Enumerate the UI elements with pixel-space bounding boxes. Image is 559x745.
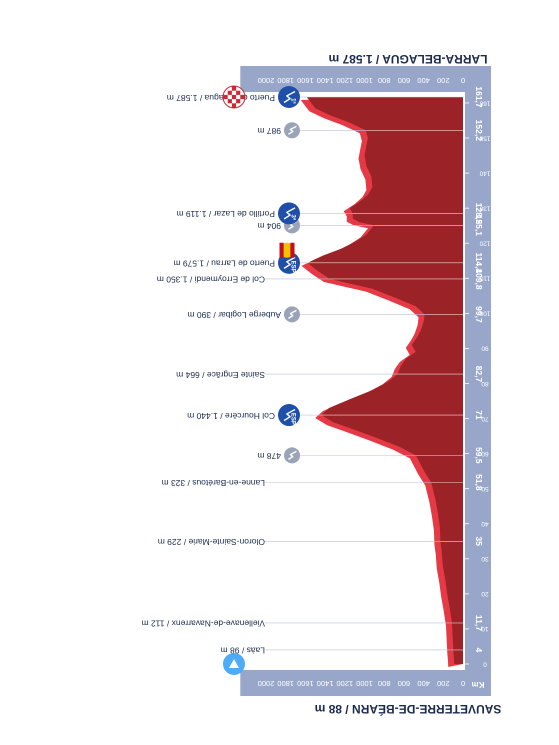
altitude-tick-label: 2000 bbox=[258, 679, 275, 688]
altitude-tick-label: 0 bbox=[461, 76, 465, 85]
marker-place-label: Lanne-en-Barétous / 323 m bbox=[162, 478, 265, 488]
km-tick-label: 90 bbox=[481, 345, 489, 352]
marker-place-label: Auberge Logibar / 390 m bbox=[187, 310, 281, 320]
intermediate-point-icon bbox=[284, 447, 300, 464]
marker-km-label: 35 bbox=[474, 537, 484, 547]
climb-category-icon: 3ª bbox=[278, 202, 300, 225]
altitude-tick-label: 1200 bbox=[336, 679, 353, 688]
km-tick-label: 70 bbox=[481, 415, 489, 422]
marker-place-label: Col Hourcère / 1.440 m bbox=[187, 411, 275, 421]
km-tick-label: 20 bbox=[481, 590, 489, 597]
intermediate-point-icon bbox=[284, 306, 300, 323]
marker-km-label: 99,7 bbox=[474, 306, 484, 323]
altitude-tick-label: 1000 bbox=[356, 76, 373, 85]
km-tick-label: 60 bbox=[481, 450, 489, 457]
km-tick-label: 40 bbox=[481, 520, 489, 527]
marker-place-label: Oloron-Sainte-Marie / 229 m bbox=[158, 537, 265, 547]
altitude-tick-label: 200 bbox=[437, 76, 450, 85]
altitude-tick-label: 1600 bbox=[297, 679, 314, 688]
altitude-tick-label: 1600 bbox=[297, 76, 314, 85]
marker-place-label: Sainte Engrâce / 664 m bbox=[176, 370, 265, 380]
finish-flag-icon bbox=[222, 85, 246, 109]
altitude-tick-label: 1800 bbox=[277, 76, 294, 85]
km-tick-label: 10 bbox=[481, 625, 489, 632]
start-icon bbox=[223, 653, 245, 675]
marker-place-label: Laàs / 98 m bbox=[221, 646, 265, 656]
km-tick-label: 110 bbox=[479, 275, 490, 282]
marker-lines bbox=[265, 96, 463, 651]
altitude-tick-label: 2000 bbox=[258, 76, 275, 85]
climb-category-label: 1ª bbox=[289, 98, 296, 104]
elevation-profile bbox=[300, 97, 463, 667]
finish-title: LARRA-BELAGUA / 1.587 m bbox=[329, 52, 488, 66]
km-tick-label: 50 bbox=[481, 485, 489, 492]
altitude-tick-label: 1000 bbox=[356, 679, 373, 688]
km-axis: 0 10 20 30 40 50 60 70 80 90 100 110 120 130 140 150 160… bbox=[465, 99, 490, 689]
climb-category-label: ESP bbox=[289, 261, 295, 273]
marker-km-label: 152,2 bbox=[474, 120, 484, 142]
altitude-tick-label: 0 bbox=[461, 679, 465, 688]
altitude-tick-label: 1200 bbox=[336, 76, 353, 85]
border-flag-icon bbox=[279, 242, 295, 258]
km-axis-label: Km bbox=[472, 680, 485, 689]
marker-km-label: 51,8 bbox=[474, 474, 484, 491]
profile-area bbox=[306, 97, 463, 664]
altitude-tick-label: 600 bbox=[398, 679, 411, 688]
marker-place-label: 904 m bbox=[257, 221, 281, 231]
altitude-tick-label: 800 bbox=[378, 679, 391, 688]
km-tick-label: 80 bbox=[481, 380, 489, 387]
marker-icons: ESP ESP 3ª 1ª bbox=[222, 85, 300, 675]
marker-km-label: 4 bbox=[474, 648, 484, 653]
marker-km-label: 161,7 bbox=[474, 86, 484, 108]
marker-place-label: 987 m bbox=[257, 126, 281, 136]
km-tick-label: 130 bbox=[479, 204, 490, 211]
start-title: SAUVETERRE-DE-BÉARN / 88 m bbox=[315, 702, 502, 717]
marker-km-label: 114,4 bbox=[474, 252, 484, 273]
altitude-tick-label: 1400 bbox=[317, 679, 334, 688]
marker-km-label: 109,8 bbox=[474, 268, 484, 290]
altitude-tick-label: 800 bbox=[378, 76, 391, 85]
km-tick-label: 120 bbox=[479, 240, 490, 247]
marker-place-label: 478 m bbox=[257, 451, 281, 461]
climb-category-label: 3ª bbox=[289, 214, 296, 220]
km-tick-label: 100 bbox=[479, 310, 490, 317]
altitude-tick-label: 400 bbox=[417, 76, 430, 85]
marker-place-label: Portillo de Lazar / 1.119 m bbox=[176, 209, 275, 219]
climb-category-icon: 1ª bbox=[278, 86, 300, 108]
marker-labels: 4 Laàs / 98 m 11,7 Viellenave-de-Navarrenx … bbox=[142, 86, 484, 655]
km-tick-label: 150 bbox=[479, 134, 490, 141]
chart-titles: SAUVETERRE-DE-BÉARN / 88 m LARRA-BELAGUA… bbox=[315, 52, 502, 717]
climb-category-label: ESP bbox=[289, 413, 295, 425]
climb-category-icon: ESP bbox=[278, 404, 300, 427]
km-tick-label: 140 bbox=[479, 169, 490, 176]
marker-km-label: 82,7 bbox=[474, 366, 484, 383]
altitude-tick-label: 1800 bbox=[277, 679, 294, 688]
altitude-tick-label: 1400 bbox=[317, 76, 334, 85]
marker-place-label: Col de Erroymendi / 1.350 m bbox=[157, 275, 265, 285]
marker-km-label: 11,7 bbox=[474, 615, 484, 631]
km-tick-label: 160 bbox=[479, 99, 490, 106]
altitude-tick-label: 600 bbox=[398, 76, 411, 85]
marker-km-label: 125,1 bbox=[474, 215, 484, 237]
marker-km-label: 59,5 bbox=[474, 447, 484, 464]
altitude-band: 0020020040040060060080080010001000120012… bbox=[240, 66, 491, 696]
altitude-tick-label: 400 bbox=[417, 679, 430, 688]
intermediate-point-icon bbox=[284, 122, 300, 139]
marker-place-label: Viellenave-de-Navarrenx / 112 m bbox=[142, 619, 265, 629]
marker-place-label: Puerto de Belagua / 1.587 m bbox=[167, 93, 275, 103]
marker-km-label: 128,5 bbox=[474, 203, 484, 225]
altitude-tick-label: 200 bbox=[437, 679, 450, 688]
marker-km-label: 71 bbox=[474, 410, 484, 420]
marker-place-label: Puerto de Larrau / 1.579 m bbox=[173, 259, 275, 269]
km-tick-label: 30 bbox=[481, 555, 489, 562]
km-tick-label: 0 bbox=[483, 660, 487, 667]
